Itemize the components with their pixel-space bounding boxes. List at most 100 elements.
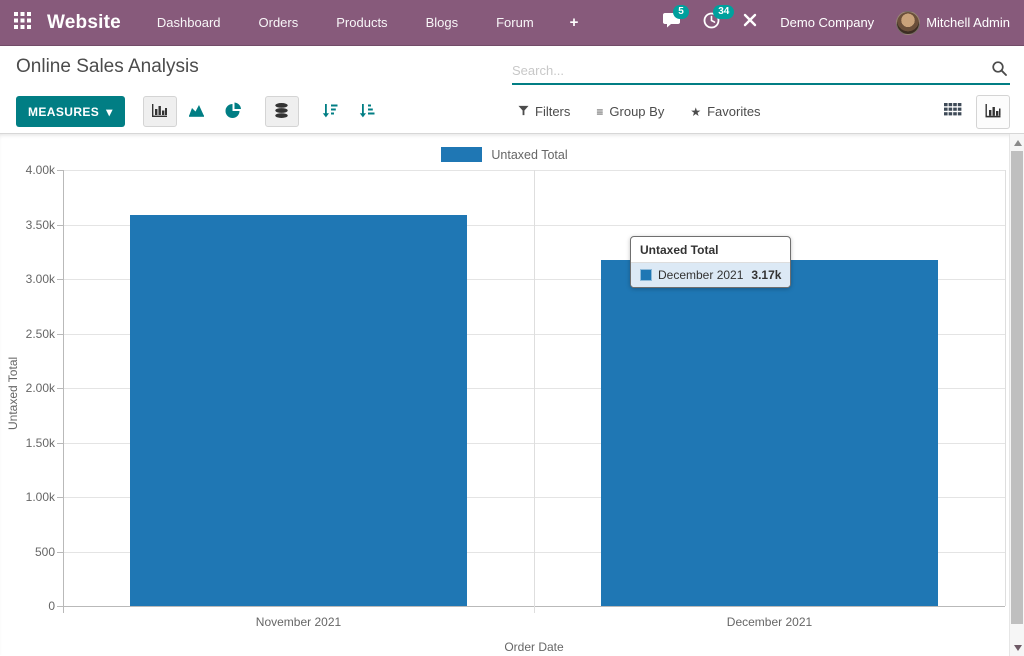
main-content: Untaxed Total Untaxed Total Untaxed Tota… — [0, 133, 1024, 656]
apps-grid-icon — [14, 11, 31, 34]
group-by-icon: ≡ — [596, 104, 604, 119]
tooltip-swatch — [640, 269, 652, 281]
legend-swatch — [441, 147, 483, 162]
messages-button[interactable]: 5 — [663, 5, 689, 33]
pivot-table-icon — [944, 102, 962, 121]
nav-item-dashboard[interactable]: Dashboard — [156, 15, 221, 30]
x-axis-title: Order Date — [504, 640, 564, 654]
y-tick-label: 2.50k — [25, 326, 55, 341]
y-axis-line — [63, 170, 64, 613]
activities-button[interactable]: 34 — [703, 4, 735, 34]
database-stack-icon — [273, 102, 290, 122]
user-name: Mitchell Admin — [926, 15, 1010, 30]
x-tick-label: December 2021 — [726, 615, 813, 629]
app-name[interactable]: Website — [47, 11, 121, 33]
apps-menu-button[interactable] — [14, 11, 31, 34]
debug-tools-button[interactable] — [742, 12, 758, 33]
systray: 5 34 Demo Company Mitchell Admin — [663, 4, 1010, 35]
search-icon — [991, 60, 1008, 80]
pie-chart-type-button[interactable] — [217, 96, 251, 127]
sort-ascending-button[interactable] — [350, 96, 384, 127]
y-tick-label: 4.00k — [25, 163, 55, 177]
tooltip-label: December 2021 — [658, 268, 744, 282]
bar-november-2021[interactable] — [130, 214, 467, 606]
group-by-label: Group By — [609, 104, 665, 119]
chart-type-buttons — [142, 96, 384, 127]
page-title: Online Sales Analysis — [16, 56, 199, 77]
search-input[interactable] — [512, 62, 989, 78]
y-tick-label: 1.00k — [25, 490, 55, 504]
y-tick-mark — [57, 442, 63, 444]
filters-menu[interactable]: Filters — [518, 104, 570, 119]
control-panel-toolbar: MEASURES ▾ — [0, 90, 1024, 133]
y-tick-mark — [57, 224, 63, 226]
company-switcher[interactable]: Demo Company — [780, 15, 875, 30]
bar-chart: Untaxed Total Untaxed Total Untaxed Tota… — [0, 134, 1009, 656]
search-button[interactable] — [989, 58, 1010, 82]
bar-chart-icon — [151, 102, 168, 121]
pie-chart-icon — [225, 102, 242, 122]
chart-tooltip: Untaxed Total December 2021 3.17k — [630, 236, 792, 288]
messages-badge: 5 — [673, 5, 689, 19]
chart-legend[interactable]: Untaxed Total — [0, 147, 1009, 162]
graph-view-button[interactable] — [976, 94, 1010, 129]
scroll-up-arrow[interactable] — [1010, 135, 1024, 150]
sort-descending-icon — [322, 103, 338, 121]
filter-icon — [518, 104, 529, 119]
area-chart-icon — [188, 102, 205, 121]
tooltip-value: 3.17k — [751, 268, 782, 282]
clock-icon — [703, 12, 720, 34]
y-tick-label: 2.00k — [25, 381, 55, 395]
avatar — [896, 10, 921, 35]
search-facets: Filters ≡ Group By ★ Favorites — [518, 90, 761, 133]
sort-ascending-icon — [359, 103, 375, 121]
favorites-menu[interactable]: ★ Favorites — [690, 104, 760, 119]
x-tick-label: November 2021 — [255, 615, 342, 629]
pivot-view-button[interactable] — [936, 95, 970, 129]
new-content-button[interactable]: + — [569, 14, 579, 31]
category-separator — [534, 170, 535, 613]
tooltip-row: December 2021 3.17k — [631, 263, 791, 287]
favorites-label: Favorites — [707, 104, 761, 119]
y-tick-mark — [57, 606, 63, 607]
group-by-menu[interactable]: ≡ Group By — [596, 104, 664, 119]
y-tick-label: 500 — [34, 544, 55, 559]
bar-december-2021[interactable] — [601, 260, 938, 606]
filters-label: Filters — [535, 104, 571, 119]
control-panel-top: Online Sales Analysis — [0, 46, 1024, 90]
user-menu[interactable]: Mitchell Admin — [896, 10, 1010, 35]
sort-descending-button[interactable] — [313, 96, 347, 127]
measures-label: MEASURES — [28, 104, 100, 119]
y-tick-mark — [57, 497, 63, 498]
search-bar — [512, 57, 1010, 85]
y-tick-label: 3.00k — [25, 272, 55, 286]
y-tick-label: 3.50k — [25, 217, 55, 232]
legend-label: Untaxed Total — [491, 147, 568, 162]
bar-chart-type-button[interactable] — [142, 96, 177, 127]
crossed-tools-icon — [742, 12, 758, 33]
stacked-toggle-button[interactable] — [264, 96, 299, 127]
y-tick-mark — [57, 170, 63, 171]
line-chart-type-button[interactable] — [180, 96, 214, 127]
scroll-down-arrow[interactable] — [1010, 640, 1024, 655]
y-tick-label: 1.50k — [25, 435, 55, 450]
y-tick-mark — [57, 333, 63, 335]
y-tick-mark — [57, 551, 63, 553]
vertical-scrollbar[interactable] — [1009, 134, 1024, 656]
plot-right-edge — [1005, 170, 1006, 606]
y-tick-label: 0 — [48, 599, 55, 613]
nav-item-products[interactable]: Products — [336, 15, 388, 30]
nav-item-orders[interactable]: Orders — [258, 15, 299, 30]
nav-item-forum[interactable]: Forum — [496, 15, 534, 30]
graph-view-icon — [984, 102, 1002, 122]
view-switcher — [936, 90, 1010, 133]
tooltip-header: Untaxed Total — [631, 237, 791, 263]
y-tick-mark — [57, 279, 63, 280]
y-tick-mark — [57, 388, 63, 389]
star-icon: ★ — [690, 104, 702, 119]
caret-down-icon: ▾ — [106, 104, 113, 119]
nav-item-blogs[interactable]: Blogs — [425, 15, 459, 30]
top-navbar: Website Dashboard Orders Products Blogs Foru… — [0, 0, 1024, 46]
measures-button[interactable]: MEASURES ▾ — [16, 96, 125, 127]
scrollbar-thumb[interactable] — [1011, 151, 1023, 624]
